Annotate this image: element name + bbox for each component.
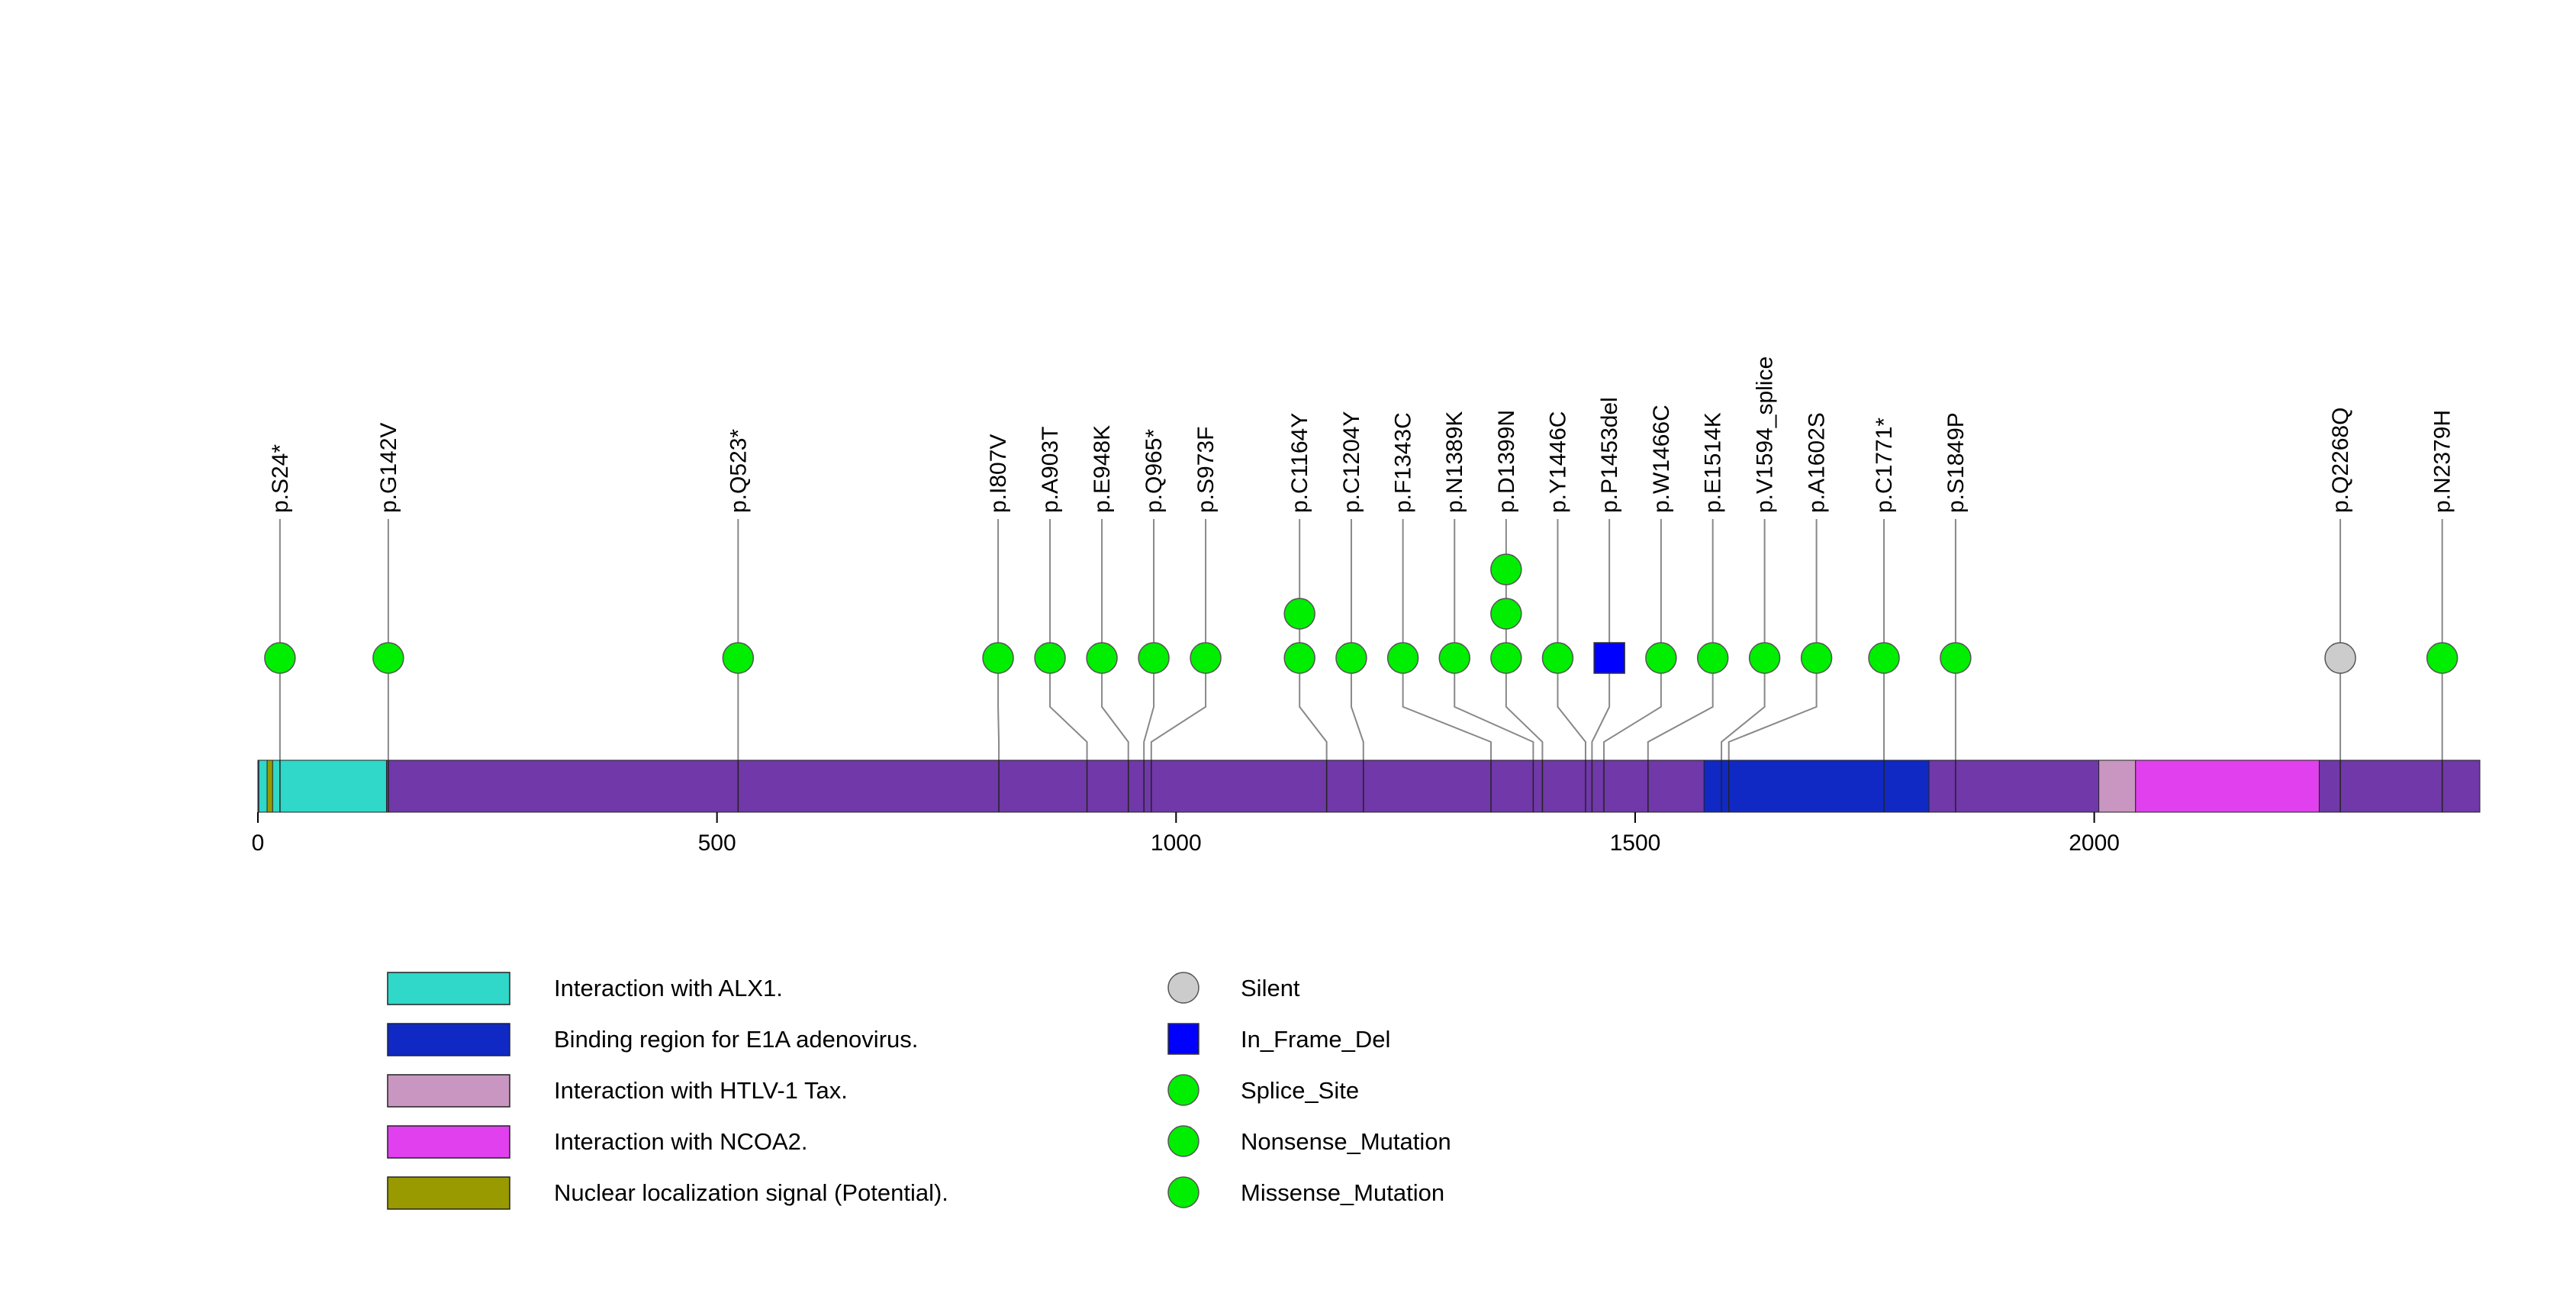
label-p-y1446c: p.Y1446C [1545, 411, 1570, 513]
marker-p-f1343c-1[interactable] [1386, 642, 1419, 674]
x-tick-label-2000: 2000 [2069, 830, 2120, 856]
marker-p-p1453del-1[interactable] [1593, 642, 1625, 674]
marker-p-q2268q-1[interactable] [2324, 642, 2356, 674]
label-p-w1466c: p.W1466C [1649, 405, 1674, 513]
label-p-c1164y: p.C1164Y [1287, 413, 1312, 513]
label-p-n1389k: p.N1389K [1442, 411, 1467, 513]
label-p-e1514k: p.E1514K [1701, 412, 1726, 513]
marker-p-y1446c-1[interactable] [1541, 642, 1574, 674]
domain-interaction-with-htlv-1-tax[interactable] [2098, 759, 2136, 813]
label-p-n2379h: p.N2379H [2430, 410, 2455, 513]
marker-p-s973f-1[interactable] [1190, 642, 1222, 674]
marker-p-q523-1[interactable] [722, 642, 755, 674]
legend-label-silent: Silent [1241, 975, 1300, 1001]
label-p-q965: p.Q965* [1141, 429, 1167, 513]
marker-p-a1602s-1[interactable] [1800, 642, 1833, 674]
marker-p-d1399n-2[interactable] [1490, 598, 1522, 630]
legend-swatch-interaction-with-alx1 [387, 972, 510, 1005]
marker-p-e1514k-1[interactable] [1696, 642, 1729, 674]
legend-swatch-interaction-with-htlv-1-tax [387, 1074, 510, 1108]
legend-label-missense-mutation: Missense_Mutation [1241, 1179, 1444, 1206]
legend-label-splice-site: Splice_Site [1241, 1077, 1359, 1104]
marker-p-c1771-1[interactable] [1868, 642, 1900, 674]
marker-p-v1594-splice-1[interactable] [1748, 642, 1781, 674]
legend-marker-nonsense-mutation [1167, 1125, 1199, 1157]
legend-marker-splice-site [1167, 1074, 1199, 1106]
label-p-q2268q: p.Q2268Q [2328, 408, 2353, 513]
legend-label-nonsense-mutation: Nonsense_Mutation [1241, 1128, 1451, 1155]
label-p-c1771: p.C1771* [1872, 418, 1897, 513]
legend-swatch-nuclear-localization-signal-potential [387, 1176, 510, 1210]
legend-marker-silent [1167, 972, 1199, 1004]
legend-label-interaction-with-htlv-1-tax: Interaction with HTLV-1 Tax. [554, 1077, 848, 1104]
marker-p-s1849p-1[interactable] [1940, 642, 1972, 674]
domain-binding-region-for-e1a-adenovirus[interactable] [1703, 759, 1930, 813]
label-p-s1849p: p.S1849P [1943, 412, 1969, 513]
legend-marker-missense-mutation [1167, 1176, 1199, 1208]
marker-p-c1164y-2[interactable] [1283, 598, 1315, 630]
marker-p-d1399n-1[interactable] [1490, 642, 1522, 674]
marker-p-q965-1[interactable] [1138, 642, 1170, 674]
x-tick-label-0: 0 [252, 830, 265, 856]
marker-p-e948k-1[interactable] [1086, 642, 1118, 674]
domain-interaction-with-ncoa2[interactable] [2135, 759, 2320, 813]
marker-p-d1399n-3[interactable] [1490, 553, 1522, 585]
marker-p-a903t-1[interactable] [1034, 642, 1066, 674]
domain-nuclear-localization-signal-potential[interactable] [266, 759, 273, 813]
domain-interaction-with-alx1[interactable] [258, 759, 387, 813]
legend-label-in-frame-del: In_Frame_Del [1241, 1026, 1390, 1053]
label-p-e948k: p.E948K [1090, 425, 1115, 513]
marker-p-s24-1[interactable] [264, 642, 296, 674]
label-p-s973f: p.S973F [1193, 427, 1219, 513]
legend-swatch-binding-region-for-e1a-adenovirus [387, 1023, 510, 1056]
label-p-q523: p.Q523* [726, 429, 751, 513]
label-p-c1204y: p.C1204Y [1339, 411, 1364, 513]
legend-label-interaction-with-ncoa2: Interaction with NCOA2. [554, 1128, 808, 1155]
legend-swatch-interaction-with-ncoa2 [387, 1125, 510, 1159]
label-p-s24: p.S24* [268, 444, 293, 513]
x-axis: 0 500 1000 1500 2000 [252, 812, 2120, 856]
marker-p-g142v-1[interactable] [372, 642, 404, 674]
label-p-a1602s: p.A1602S [1805, 412, 1830, 513]
protein-backbone-group [257, 759, 2481, 813]
x-tick-label-1000: 1000 [1151, 830, 1202, 856]
x-tick-label-500: 500 [698, 830, 736, 856]
mutation-labels: p.S24* p.G142V p.Q523* p.I807V p.A903T p.E948… [268, 356, 2455, 513]
domain-legend: Interaction with ALX1. Binding region for… [387, 972, 948, 1210]
mutation-type-legend: Silent In_Frame_Del Splice_Site Nonsense_Mu… [1167, 972, 1451, 1208]
legend-marker-in-frame-del [1167, 1023, 1199, 1055]
marker-p-n1389k-1[interactable] [1438, 642, 1470, 674]
marker-p-w1466c-1[interactable] [1645, 642, 1677, 674]
label-p-d1399n: p.D1399N [1494, 410, 1519, 513]
label-p-p1453del: p.P1453del [1597, 397, 1622, 513]
mutation-markers [264, 553, 2458, 674]
label-p-v1594-splice: p.V1594_splice [1753, 356, 1778, 513]
label-p-i807v: p.I807V [986, 434, 1011, 513]
label-p-g142v: p.G142V [376, 423, 401, 513]
legend-label-interaction-with-alx1: Interaction with ALX1. [554, 975, 783, 1001]
marker-p-n2379h-1[interactable] [2426, 642, 2458, 674]
legend-label-nuclear-localization-signal-potential: Nuclear localization signal (Potential). [554, 1179, 948, 1206]
x-tick-label-1500: 1500 [1610, 830, 1661, 856]
label-p-a903t: p.A903T [1038, 427, 1063, 513]
marker-p-i807v-1[interactable] [982, 642, 1014, 674]
marker-p-c1204y-1[interactable] [1335, 642, 1367, 674]
legend-label-binding-region-for-e1a-adenovirus: Binding region for E1A adenovirus. [554, 1026, 918, 1053]
label-p-f1343c: p.F1343C [1391, 412, 1416, 513]
marker-p-c1164y-1[interactable] [1283, 642, 1315, 674]
